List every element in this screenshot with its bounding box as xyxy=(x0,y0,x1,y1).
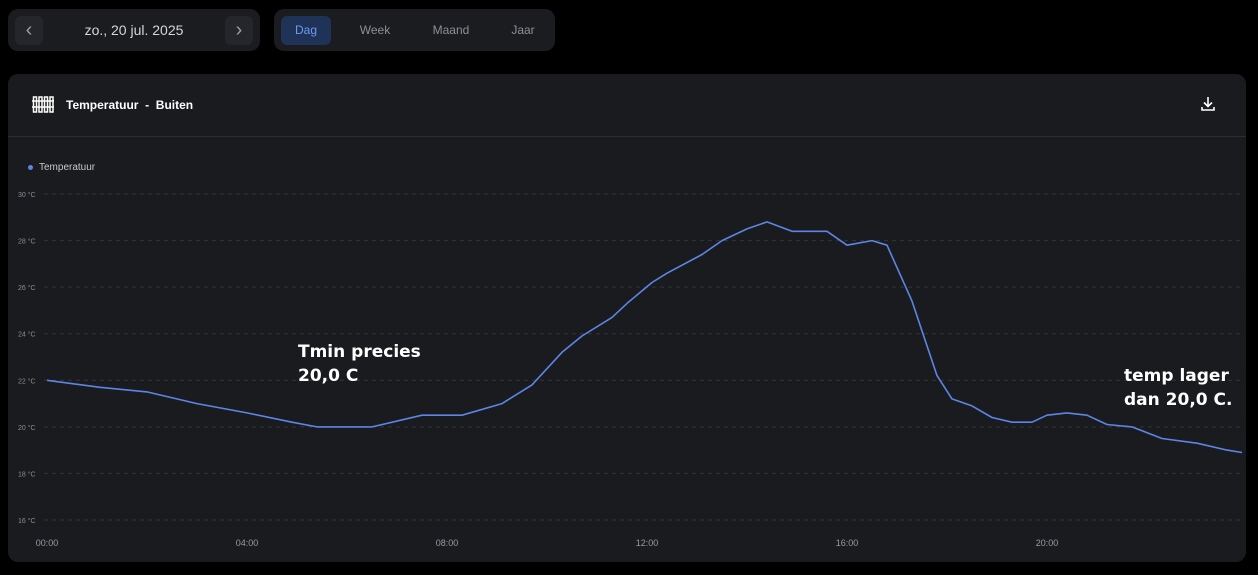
annotation-line: temp lager xyxy=(1124,366,1229,386)
x-tick-label: 04:00 xyxy=(236,538,259,548)
x-tick-label: 08:00 xyxy=(436,538,459,548)
fence-icon xyxy=(32,96,54,113)
next-day-button[interactable]: › xyxy=(225,16,253,45)
y-tick-label: 22 °C xyxy=(18,377,36,385)
date-label[interactable]: zo., 20 jul. 2025 xyxy=(84,22,184,38)
chevron-left-icon: ‹ xyxy=(25,19,33,41)
y-tick-label: 26 °C xyxy=(18,284,36,292)
chevron-right-icon: › xyxy=(235,19,243,41)
prev-day-button[interactable]: ‹ xyxy=(15,16,43,45)
y-tick-label: 20 °C xyxy=(18,424,36,432)
y-tick-label: 28 °C xyxy=(18,238,36,246)
annotation-line: 20,0 C xyxy=(298,366,359,386)
tab-dag[interactable]: Dag xyxy=(281,16,331,45)
temperature-card: Temperatuur - Buiten Temperatuur xyxy=(8,74,1246,562)
tab-jaar[interactable]: Jaar xyxy=(511,23,535,37)
legend-label: Temperatuur xyxy=(39,162,96,173)
chart-legend[interactable]: Temperatuur xyxy=(28,162,95,173)
card-header: Temperatuur - Buiten xyxy=(8,74,1246,137)
annotation-tmin: Tmin precies 20,0 C xyxy=(298,340,421,388)
y-tick-label: 30 °C xyxy=(18,191,36,199)
y-tick-label: 18 °C xyxy=(18,470,36,478)
card-title: Temperatuur - Buiten xyxy=(66,98,194,112)
download-icon[interactable] xyxy=(1200,96,1216,112)
x-tick-label: 20:00 xyxy=(1036,538,1059,548)
legend-dot-icon xyxy=(28,164,33,170)
tab-week[interactable]: Week xyxy=(359,23,391,37)
x-tick-label: 00:00 xyxy=(36,538,59,548)
y-tick-label: 24 °C xyxy=(18,331,36,339)
annotation-temp-lager: temp lager dan 20,0 C. xyxy=(1124,364,1232,412)
x-tick-label: 12:00 xyxy=(636,538,659,548)
tab-maand[interactable]: Maand xyxy=(432,23,470,37)
annotation-line: dan 20,0 C. xyxy=(1124,390,1233,410)
date-navigator: ‹ zo., 20 jul. 2025 › xyxy=(8,9,260,51)
y-tick-label: 16 °C xyxy=(18,517,36,525)
x-tick-label: 16:00 xyxy=(836,538,859,548)
temperature-line xyxy=(46,221,1243,454)
annotation-line: Tmin precies xyxy=(298,342,421,362)
period-tabs: Dag Week Maand Jaar xyxy=(274,9,555,51)
